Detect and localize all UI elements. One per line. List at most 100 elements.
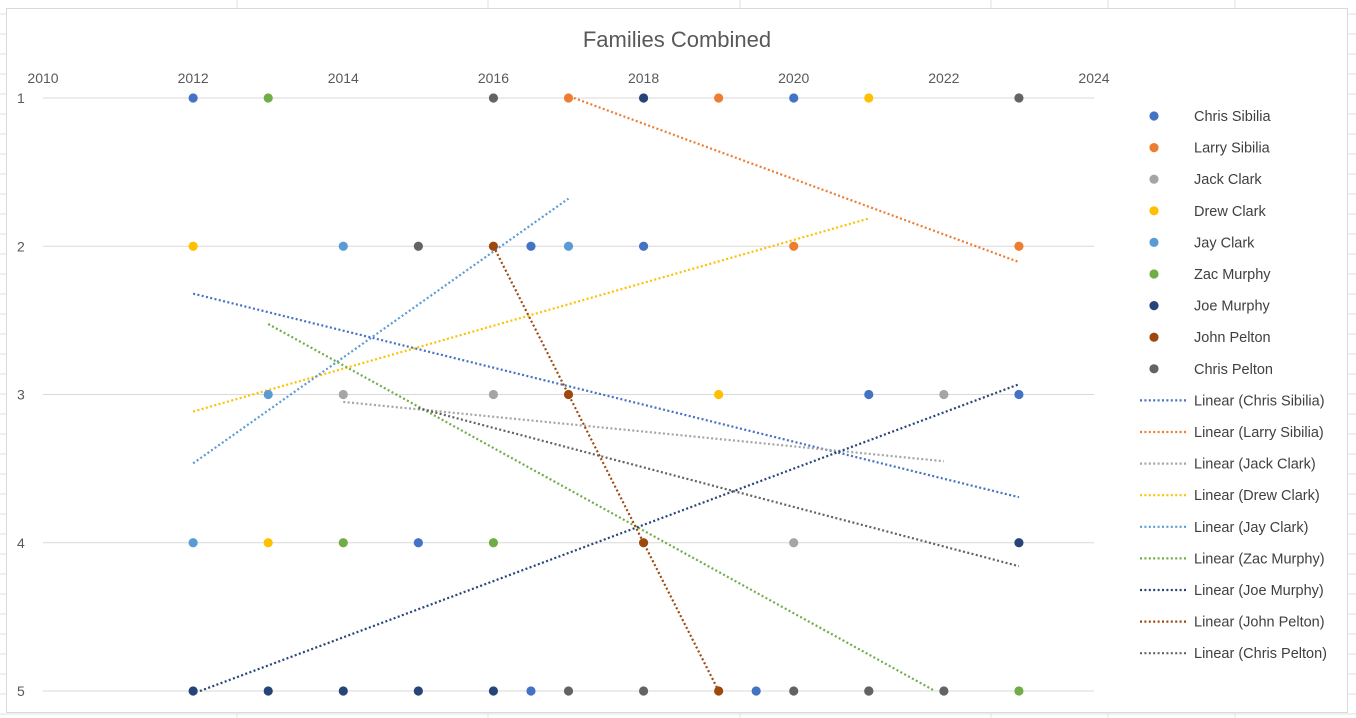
legend-label: Chris Sibilia xyxy=(1194,109,1271,125)
legend-marker xyxy=(1149,332,1159,342)
legend-marker xyxy=(1149,301,1159,311)
legend-label: Linear (John Pelton) xyxy=(1194,615,1325,631)
x-tick-label: 2018 xyxy=(628,70,659,86)
x-tick-label: 2012 xyxy=(178,70,209,86)
data-point xyxy=(338,389,348,400)
legend: Chris Sibilia Larry Sibilia Jack Clark Drew… xyxy=(1140,109,1327,662)
data-point xyxy=(638,241,649,251)
trendline xyxy=(343,400,944,463)
data-point xyxy=(263,389,273,400)
x-tick-label: 2020 xyxy=(778,70,809,86)
y-axis-ticks: 1 2 3 4 5 xyxy=(17,90,25,699)
data-point xyxy=(864,686,874,696)
data-point xyxy=(789,538,799,548)
x-tick-label: 2016 xyxy=(478,70,509,86)
data-point xyxy=(526,686,536,696)
data-point xyxy=(263,686,273,696)
data-point xyxy=(413,686,423,696)
data-point xyxy=(939,686,949,696)
data-point xyxy=(1014,93,1024,103)
data-point xyxy=(188,686,198,696)
data-point xyxy=(188,538,198,548)
trendline xyxy=(192,292,1020,499)
data-point xyxy=(188,93,198,103)
data-point xyxy=(488,686,499,696)
data-point xyxy=(864,389,874,400)
legend-marker xyxy=(1149,206,1159,216)
data-point xyxy=(1014,241,1024,251)
y-tick-label: 4 xyxy=(17,535,25,551)
legend-label: Linear (Joe Murphy) xyxy=(1194,583,1324,599)
data-point xyxy=(338,241,348,251)
data-point xyxy=(413,241,423,251)
legend-label: Larry Sibilia xyxy=(1194,141,1271,157)
legend-label: Jay Clark xyxy=(1194,235,1255,251)
data-point xyxy=(789,93,799,103)
data-point xyxy=(714,389,724,400)
trendline xyxy=(573,96,1020,264)
data-point xyxy=(563,389,574,400)
data-point xyxy=(939,389,949,400)
x-tick-label: 2022 xyxy=(928,70,959,86)
data-point xyxy=(488,241,499,251)
trendline xyxy=(492,245,720,692)
legend-marker xyxy=(1149,364,1159,374)
data-point xyxy=(789,686,799,696)
legend-label: Jack Clark xyxy=(1194,172,1262,188)
data-points xyxy=(188,93,1024,696)
data-point xyxy=(1014,538,1024,548)
data-point xyxy=(488,389,499,400)
trendline xyxy=(199,383,1020,693)
data-point xyxy=(413,538,423,548)
data-point xyxy=(638,93,649,103)
trendlines xyxy=(192,96,1020,693)
y-tick-label: 3 xyxy=(17,387,25,403)
legend-label: Linear (Larry Sibilia) xyxy=(1194,425,1324,441)
legend-label: Joe Murphy xyxy=(1194,299,1271,315)
data-point xyxy=(714,93,724,103)
data-point xyxy=(563,686,574,696)
data-point xyxy=(638,538,649,548)
data-point xyxy=(638,686,649,696)
data-point xyxy=(188,241,198,251)
x-tick-label: 2014 xyxy=(328,70,359,86)
legend-label: Linear (Chris Sibilia) xyxy=(1194,393,1325,409)
data-point xyxy=(263,93,273,103)
legend-marker xyxy=(1149,143,1159,153)
legend-label: Drew Clark xyxy=(1194,204,1266,220)
data-point xyxy=(789,241,799,251)
x-tick-label: 2010 xyxy=(27,70,58,86)
chart-title: Families Combined xyxy=(583,27,771,52)
y-tick-label: 5 xyxy=(17,683,25,699)
trendline xyxy=(192,197,570,465)
legend-label: Linear (Jay Clark) xyxy=(1194,520,1308,536)
legend-label: Chris Pelton xyxy=(1194,362,1273,378)
data-point xyxy=(1014,686,1024,696)
legend-label: Linear (Zac Murphy) xyxy=(1194,551,1325,567)
data-point xyxy=(263,538,273,548)
trendline xyxy=(267,323,936,692)
data-point xyxy=(1014,389,1024,400)
data-point xyxy=(751,686,761,696)
data-point xyxy=(526,241,536,251)
data-point xyxy=(714,686,724,696)
x-tick-label: 2024 xyxy=(1078,70,1109,86)
data-point xyxy=(338,686,348,696)
trendline xyxy=(192,217,870,413)
data-point xyxy=(864,93,874,103)
data-point xyxy=(338,538,348,548)
y-tick-label: 1 xyxy=(17,90,25,106)
legend-marker xyxy=(1149,174,1159,184)
scatter-chart: Families Combined 2010 2012 2014 2016 2018 20… xyxy=(17,27,1327,699)
data-point xyxy=(563,93,574,103)
chart-area[interactable]: Families Combined 2010 2012 2014 2016 2018 20… xyxy=(6,8,1348,713)
legend-label: Linear (Drew Clark) xyxy=(1194,488,1320,504)
data-point xyxy=(563,241,574,251)
legend-marker xyxy=(1149,269,1159,279)
legend-label: Linear (Chris Pelton) xyxy=(1194,646,1327,662)
data-point xyxy=(488,538,499,548)
x-axis-ticks: 2010 2012 2014 2016 2018 2020 2022 2024 xyxy=(27,70,1109,86)
data-point xyxy=(488,93,499,103)
legend-label: Linear (Jack Clark) xyxy=(1194,457,1316,473)
legend-label: Zac Murphy xyxy=(1194,267,1271,283)
